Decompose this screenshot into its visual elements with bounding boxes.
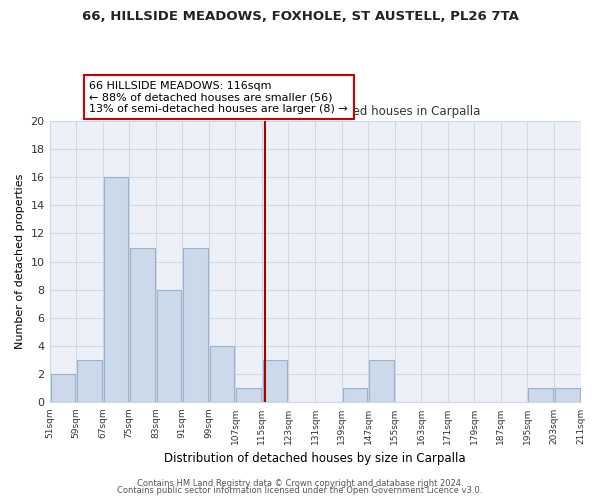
Bar <box>343 388 367 402</box>
X-axis label: Distribution of detached houses by size in Carpalla: Distribution of detached houses by size … <box>164 452 466 465</box>
Text: Contains HM Land Registry data © Crown copyright and database right 2024.: Contains HM Land Registry data © Crown c… <box>137 478 463 488</box>
Text: 66, HILLSIDE MEADOWS, FOXHOLE, ST AUSTELL, PL26 7TA: 66, HILLSIDE MEADOWS, FOXHOLE, ST AUSTEL… <box>82 10 518 23</box>
Bar <box>555 388 580 402</box>
Bar <box>77 360 101 403</box>
Bar <box>210 346 235 403</box>
Title: Size of property relative to detached houses in Carpalla: Size of property relative to detached ho… <box>150 106 480 118</box>
Bar <box>50 374 75 402</box>
Bar <box>104 177 128 402</box>
Bar <box>263 360 287 403</box>
Bar <box>369 360 394 403</box>
Bar <box>157 290 181 403</box>
Text: 66 HILLSIDE MEADOWS: 116sqm
← 88% of detached houses are smaller (56)
13% of sem: 66 HILLSIDE MEADOWS: 116sqm ← 88% of det… <box>89 80 348 114</box>
Bar <box>183 248 208 402</box>
Bar <box>236 388 261 402</box>
Bar <box>529 388 553 402</box>
Bar <box>130 248 155 402</box>
Text: Contains public sector information licensed under the Open Government Licence v3: Contains public sector information licen… <box>118 486 482 495</box>
Y-axis label: Number of detached properties: Number of detached properties <box>15 174 25 350</box>
